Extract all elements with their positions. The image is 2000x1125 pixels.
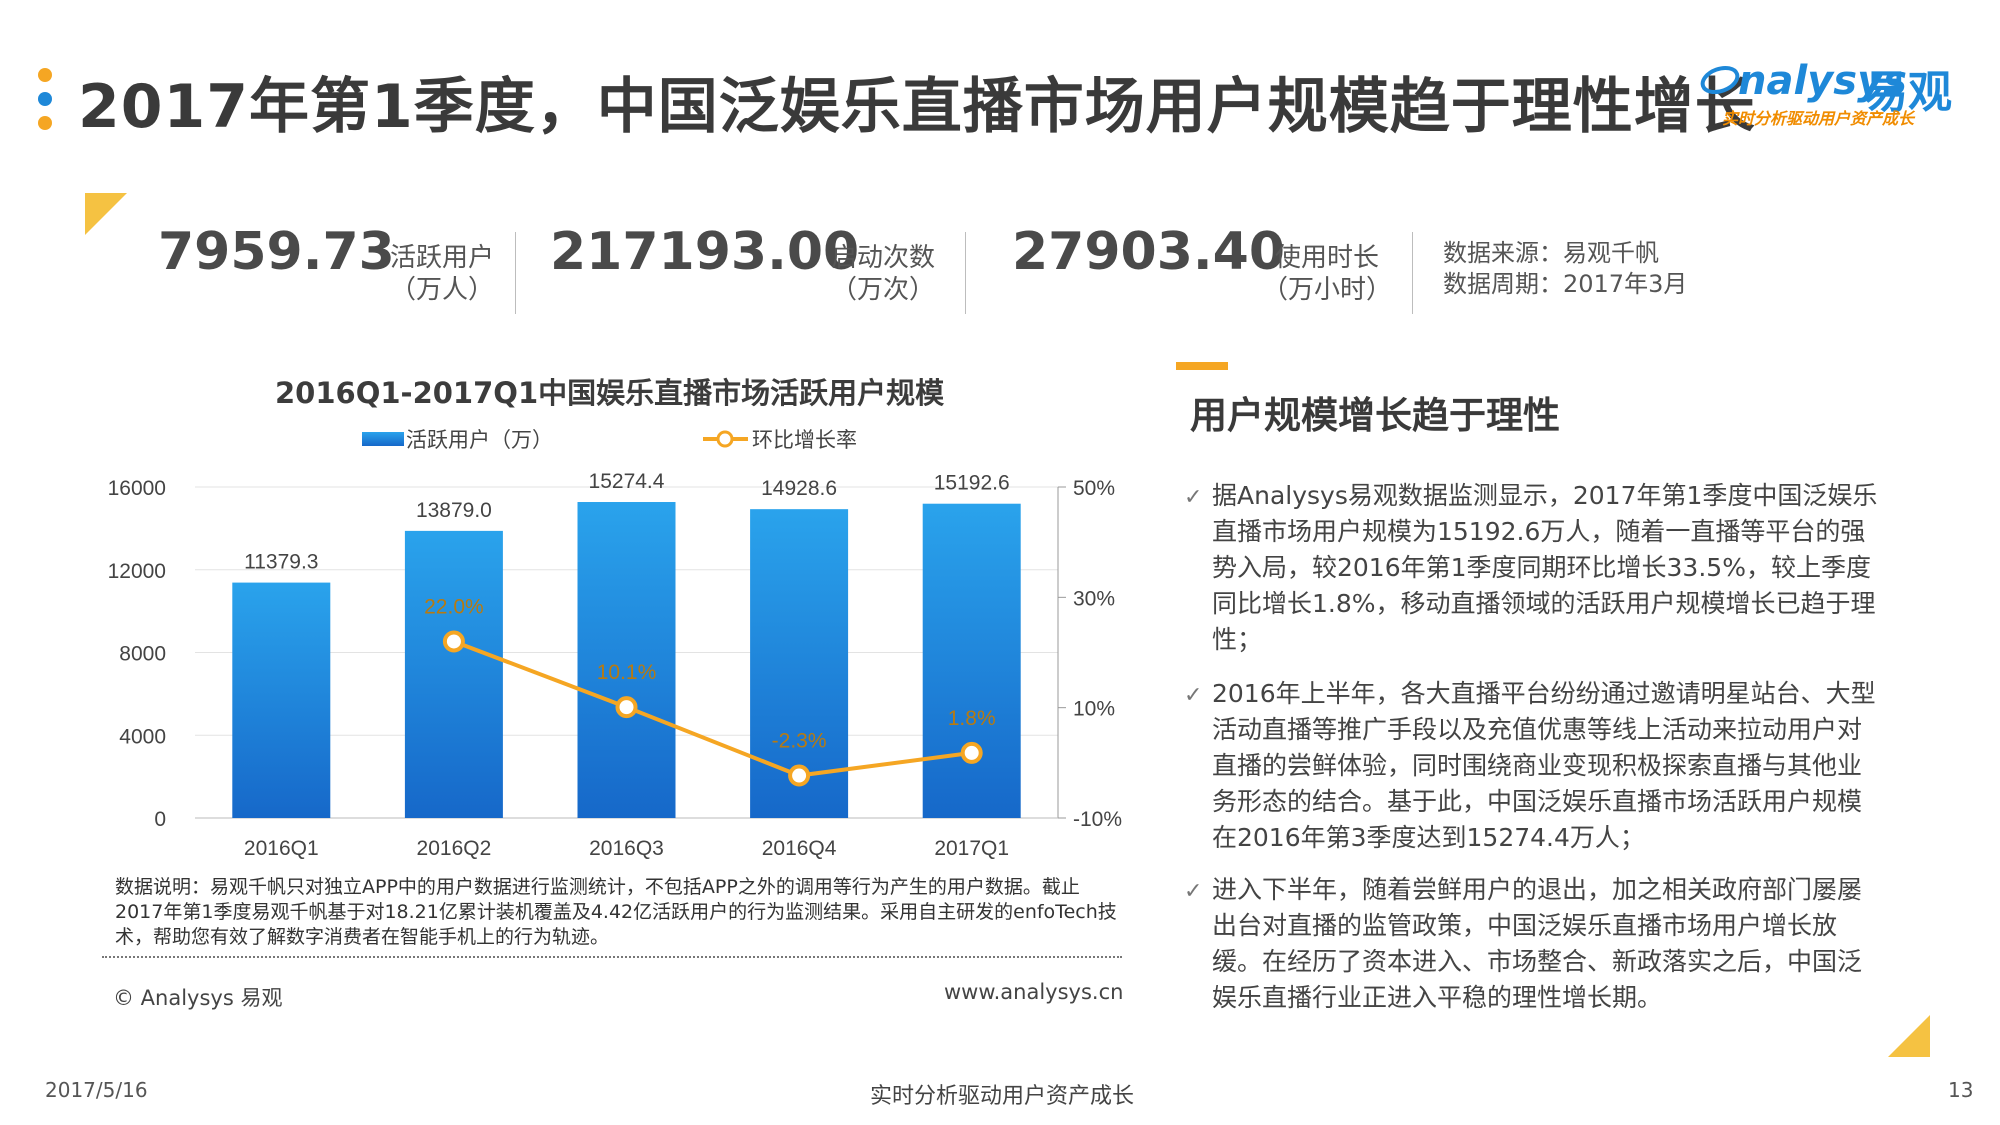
growth-rate-point [615, 696, 638, 719]
stat-duration-unit: （万小时） [1262, 275, 1393, 305]
data-period-line: 数据周期：2017年3月 [1443, 270, 1688, 298]
growth-rate-point [960, 741, 983, 764]
bar-label: 15274.4 [589, 470, 665, 493]
side-bullet-2-text: 2016年上半年，各大直播平台纷纷通过邀请明星站台、大型活动直播等推广手段以及充… [1212, 679, 1876, 852]
side-heading-accent [1176, 362, 1228, 370]
y2-tick-label: 10% [1073, 698, 1115, 721]
legend-bar-swatch [362, 432, 404, 446]
side-heading: 用户规模增长趋于理性 [1190, 394, 1560, 437]
chart-title: 2016Q1-2017Q1中国娱乐直播市场活跃用户规模 [275, 376, 945, 410]
x-tick-label: 2016Q1 [244, 837, 319, 860]
chart-area: 0 4000 8000 12000 16000 -10% 10% 30% 50% 11379.3 1… [108, 429, 1122, 860]
stat-divider-3 [1412, 232, 1413, 314]
side-bullet-1: ✓ 据Analysys易观数据监测显示，2017年第1季度中国泛娱乐直播市场用户… [1184, 478, 1882, 658]
growth-rate-label: -2.3% [772, 730, 827, 753]
bar-2016Q3 [577, 502, 676, 818]
bar-label: 13879.0 [416, 499, 492, 522]
logo-cn-text: 易观 [1864, 67, 1952, 118]
x-tick-label: 2016Q4 [762, 837, 837, 860]
stat-divider-1 [515, 232, 516, 314]
stat-duration-name: 使用时长 [1274, 243, 1379, 273]
logo-slogan: 实时分析驱动用户资产成长 [1722, 109, 1915, 128]
side-bullet-3: ✓ 进入下半年，随着尝鲜用户的退出，加之相关政府部门屡屡出台对直播的监管政策，中… [1184, 872, 1882, 1016]
side-bullet-1-text: 据Analysys易观数据监测显示，2017年第1季度中国泛娱乐直播市场用户规模… [1212, 481, 1878, 654]
stat-duration-label: 使用时长 （万小时） [1262, 242, 1392, 306]
legend-line-label: 环比增长率 [752, 429, 857, 452]
x-tick-label: 2017Q1 [934, 837, 1009, 860]
stat-active-users-unit: （万人） [389, 275, 494, 305]
bar-2017Q1 [922, 503, 1021, 818]
growth-rate-label: 10.1% [597, 661, 657, 684]
legend-line-marker [716, 430, 734, 448]
copyright-text: © Analysys 易观 [113, 986, 283, 1010]
stat-active-users-value: 7959.73 [158, 222, 395, 282]
stat-launches-value: 217193.00 [550, 222, 860, 282]
y-tick-label: 4000 [119, 725, 166, 748]
bar-label: 11379.3 [244, 551, 318, 574]
growth-rate-line [453, 639, 972, 778]
corner-triangle-top-left [85, 193, 127, 235]
x-tick-label: 2016Q2 [417, 837, 492, 860]
data-source-line: 数据来源：易观千帆 [1443, 239, 1659, 267]
bar-label: 14928.6 [761, 477, 837, 500]
side-bullet-3-text: 进入下半年，随着尝鲜用户的退出，加之相关政府部门屡屡出台对直播的监管政策，中国泛… [1212, 875, 1863, 1012]
growth-rate-point [442, 630, 465, 653]
stat-launches-name: 启动次数 [830, 243, 935, 273]
stat-duration-value: 27903.40 [1012, 222, 1286, 282]
y2-tick-label: 30% [1073, 587, 1115, 610]
bar-2016Q2 [404, 530, 503, 818]
y-tick-label: 12000 [108, 560, 166, 583]
data-source-block: 数据来源：易观千帆 数据周期：2017年3月 [1443, 238, 1687, 300]
growth-rate-point [788, 764, 811, 787]
chart-note-divider [102, 956, 1122, 958]
analysys-logo [1700, 50, 1955, 130]
bar-label: 15192.6 [934, 472, 1010, 495]
stat-divider-2 [965, 232, 966, 314]
stat-active-users-name: 活跃用户 [389, 243, 494, 273]
check-icon: ✓ [1184, 879, 1203, 904]
footer-slogan: 实时分析驱动用户资产成长 [870, 1084, 1135, 1109]
bar-2016Q1 [232, 582, 331, 818]
logo-text: nalysys [1738, 58, 1907, 104]
y2-tick-label: 50% [1073, 477, 1115, 500]
header-dot-bottom [38, 116, 52, 130]
stat-launches-unit: （万次） [830, 275, 935, 305]
y-tick-label: 0 [154, 808, 166, 831]
growth-rate-label: 22.0% [424, 595, 484, 618]
corner-triangle-bottom-right [1888, 1015, 1930, 1057]
y2-tick-label: -10% [1073, 808, 1122, 831]
page-number: 13 [1948, 1078, 1974, 1102]
side-bullet-2: ✓ 2016年上半年，各大直播平台纷纷通过邀请明星站台、大型活动直播等推广手段以… [1184, 676, 1882, 856]
legend-bar-label: 活跃用户（万） [406, 429, 553, 452]
stat-launches-label: 启动次数 （万次） [823, 242, 943, 306]
y-tick-label: 8000 [119, 643, 166, 666]
y-tick-label: 16000 [108, 477, 166, 500]
logo-swoosh-icon [1700, 65, 1740, 95]
footer-date: 2017/5/16 [45, 1078, 148, 1102]
page-title: 2017年第1季度，中国泛娱乐直播市场用户规模趋于理性增长 [78, 72, 1756, 142]
stat-active-users-label: 活跃用户 （万人） [382, 242, 502, 306]
chart-note: 数据说明：易观千帆只对独立APP中的用户数据进行监测统计，不包括APP之外的调用… [115, 876, 1117, 948]
growth-rate-label: 1.8% [948, 707, 996, 730]
x-tick-label: 2016Q3 [589, 837, 664, 860]
website-text: www.analysys.cn [944, 980, 1124, 1004]
check-icon: ✓ [1184, 683, 1203, 708]
header-dot-top [38, 68, 52, 82]
header-dot-mid [38, 92, 52, 106]
check-icon: ✓ [1184, 485, 1203, 510]
